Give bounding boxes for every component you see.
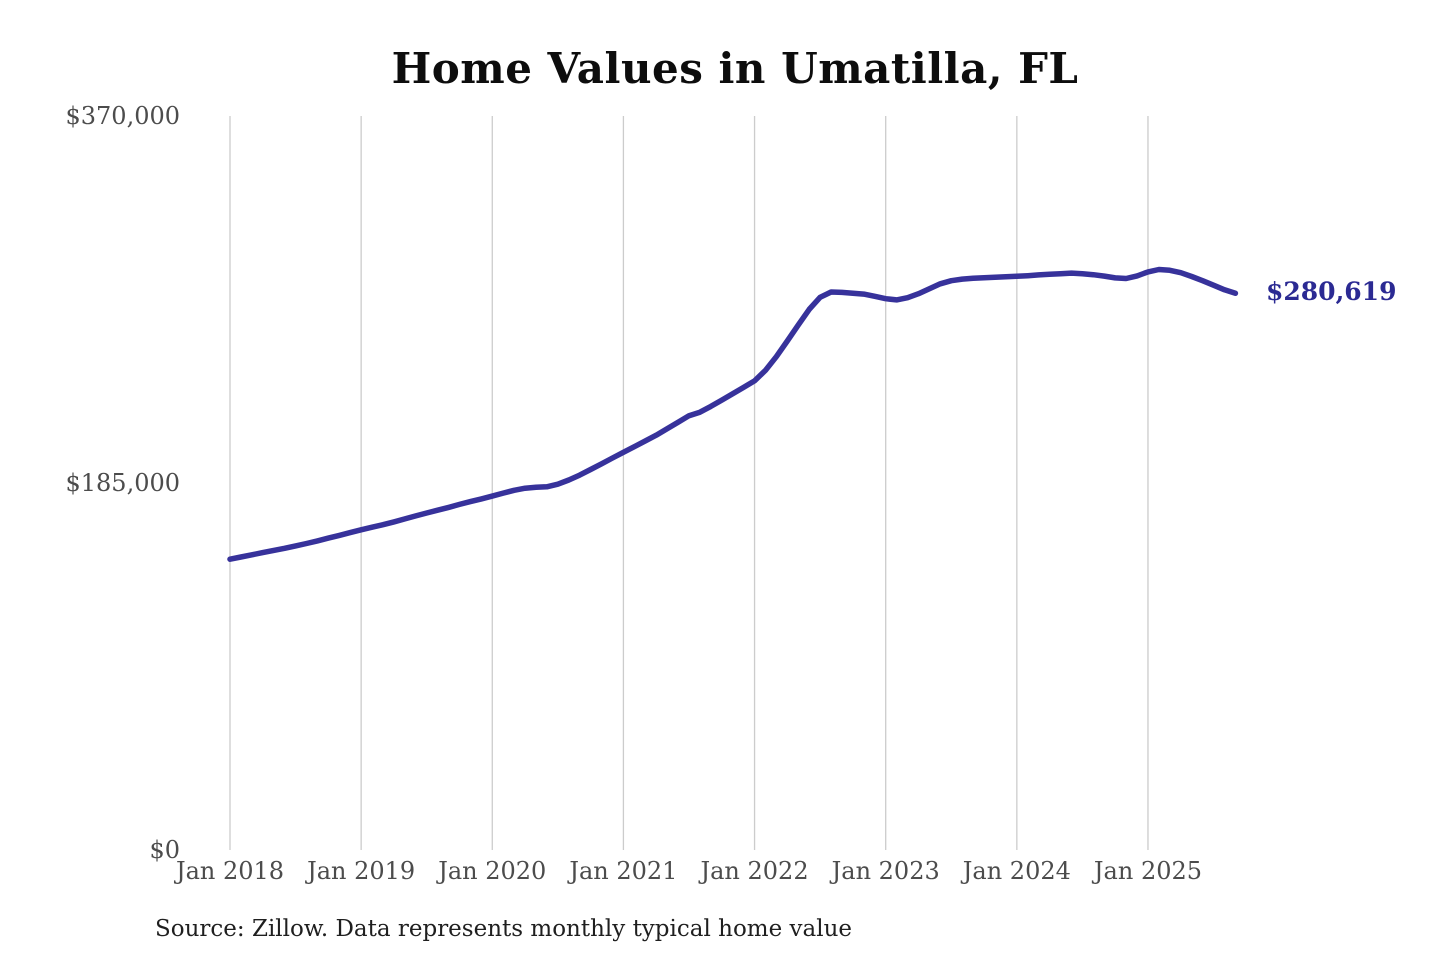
latest-value-label: $280,619 (1266, 277, 1397, 307)
x-axis-tick-label: Jan 2024 (962, 857, 1071, 885)
chart-title: Home Values in Umatilla, FL (391, 44, 1079, 93)
x-axis-tick-label: Jan 2020 (438, 857, 547, 885)
x-axis-tick-label: Jan 2023 (831, 857, 940, 885)
x-axis-tick-label: Jan 2018 (175, 857, 285, 885)
x-axis-tick-label: Jan 2021 (569, 857, 678, 885)
x-axis-tick-label: Jan 2019 (307, 857, 416, 885)
y-axis-tick-label: $185,000 (65, 469, 180, 497)
home-value-line (227, 266, 1239, 562)
x-axis-tick-label: Jan 2025 (1093, 857, 1203, 885)
y-axis-tick-label: $0 (149, 836, 180, 864)
y-axis-tick-label: $370,000 (65, 102, 180, 130)
source-note: Source: Zillow. Data represents monthly … (155, 916, 853, 942)
x-axis-tick-label: Jan 2022 (700, 857, 809, 885)
gridlines (229, 116, 1149, 850)
